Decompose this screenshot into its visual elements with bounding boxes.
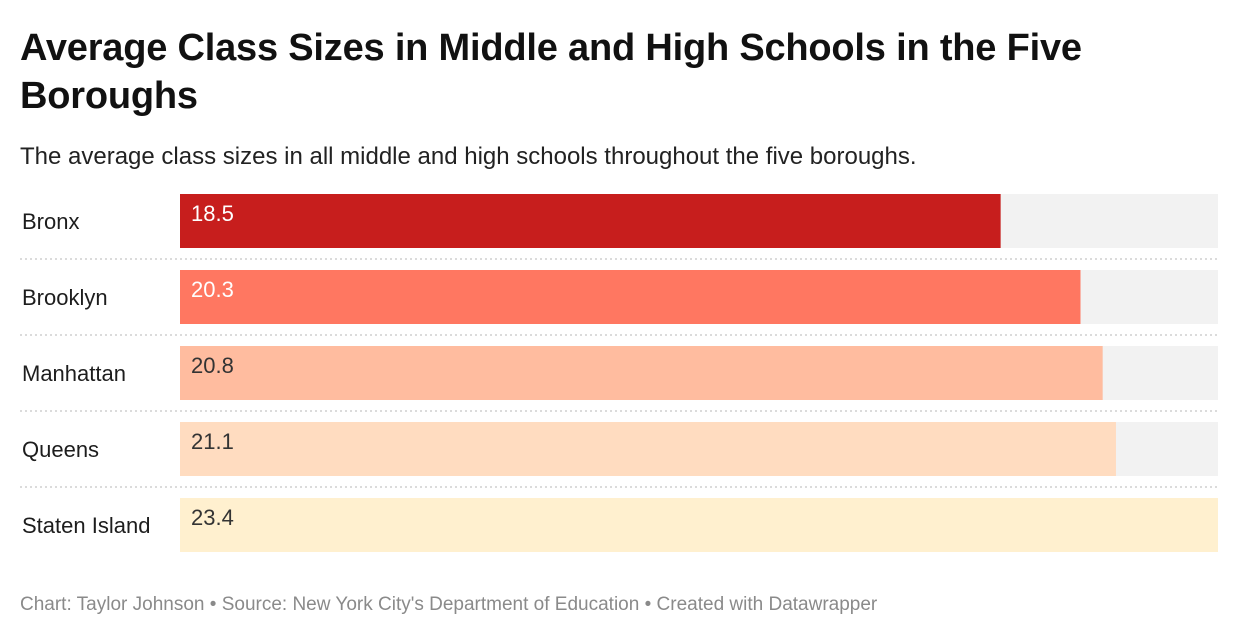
bar bbox=[180, 194, 1001, 248]
footer-source: Source: New York City's Department of Ed… bbox=[221, 594, 640, 615]
footer-credit: Chart: Taylor Johnson bbox=[20, 594, 205, 615]
value-label: 20.8 bbox=[191, 353, 234, 378]
category-label: Brooklyn bbox=[22, 285, 108, 310]
chart-subtitle: The average class sizes in all middle an… bbox=[20, 143, 917, 170]
bar bbox=[180, 498, 1218, 552]
footer-separator: • bbox=[639, 594, 657, 615]
category-label: Manhattan bbox=[22, 361, 126, 386]
category-label: Bronx bbox=[22, 209, 79, 234]
bar bbox=[180, 346, 1103, 400]
value-label: 23.4 bbox=[191, 505, 234, 530]
category-label: Queens bbox=[22, 437, 99, 462]
chart-title: Average Class Sizes in Middle and High S… bbox=[20, 27, 1082, 117]
category-label: Staten Island bbox=[22, 513, 150, 538]
chart-footer: Chart: Taylor Johnson • Source: New York… bbox=[20, 591, 877, 619]
value-label: 20.3 bbox=[191, 277, 234, 302]
value-label: 18.5 bbox=[191, 201, 234, 226]
value-label: 21.1 bbox=[191, 429, 234, 454]
footer-tool: Created with Datawrapper bbox=[656, 594, 878, 615]
footer-separator: • bbox=[204, 594, 222, 615]
bar bbox=[180, 422, 1116, 476]
bar bbox=[180, 270, 1081, 324]
